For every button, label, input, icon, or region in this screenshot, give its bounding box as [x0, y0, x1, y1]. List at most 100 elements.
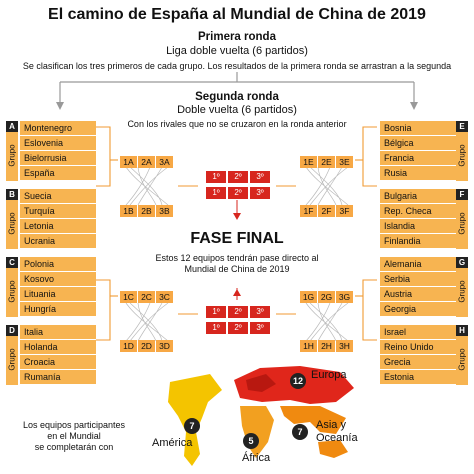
america-label: América: [152, 437, 193, 449]
position-3g: 3G: [336, 291, 353, 303]
page-title: El camino de España al Mundial de China …: [48, 6, 426, 23]
map-intro-2: en el Mundial: [47, 431, 101, 441]
group-word: Grupo: [457, 348, 467, 371]
group-letter-a: A: [6, 121, 18, 132]
map-intro-1: Los equipos participantes: [22, 420, 126, 430]
oceania-region: [318, 440, 348, 458]
africa-count-badge: 5: [243, 433, 259, 449]
asia-region: [280, 406, 346, 434]
team-d-4: Rumanía: [20, 370, 96, 384]
team-g-4: Georgia: [380, 302, 456, 316]
group-label-e: [456, 121, 468, 181]
position-2e: 2E: [318, 156, 335, 168]
position-1f: 1F: [300, 205, 317, 217]
team-c-2: Kosovo: [20, 272, 96, 286]
team-f-1: Bulgaria: [380, 189, 456, 203]
place-box-2-1: 1º: [206, 187, 226, 199]
group-label-b: [6, 189, 18, 249]
group-letter-c: C: [6, 257, 18, 268]
position-3e: 3E: [336, 156, 353, 168]
team-h-3: Grecia: [380, 355, 456, 369]
position-3h: 3H: [336, 340, 353, 352]
final-phase-note-2: Mundial de China de 2019: [184, 264, 290, 274]
place-box-1-2: 2º: [228, 171, 248, 183]
america-count-badge: 7: [184, 418, 200, 434]
group-letter-b: B: [6, 189, 18, 200]
position-1a: 1A: [120, 156, 137, 168]
group-word: Grupo: [7, 212, 17, 235]
europa-inner: [246, 374, 276, 392]
group-word: Grupo: [7, 144, 17, 167]
position-2h: 2H: [318, 340, 335, 352]
group-label-g: [456, 257, 468, 317]
place-box-1-1: 1º: [206, 171, 226, 183]
team-h-2: Reino Unido: [380, 340, 456, 354]
first-round-note: Se clasifican los tres primeros de cada …: [22, 61, 452, 71]
first-round-format: Liga doble vuelta (6 partidos): [166, 45, 308, 57]
place-box-4-2: 2º: [228, 322, 248, 334]
place-box-2-3: 3º: [250, 187, 270, 199]
team-d-3: Croacia: [20, 355, 96, 369]
position-2a: 2A: [138, 156, 155, 168]
team-a-1: Montenegro: [20, 121, 96, 135]
team-c-3: Lituania: [20, 287, 96, 301]
team-b-1: Suecia: [20, 189, 96, 203]
team-f-4: Finlandia: [380, 234, 456, 248]
group-label-c: [6, 257, 18, 317]
group-word: Grupo: [457, 144, 467, 167]
final-phase-note-1: Estos 12 equipos tendrán pase directo al: [155, 253, 319, 263]
group-word: Grupo: [7, 280, 17, 303]
position-1c: 1C: [120, 291, 137, 303]
place-box-4-1: 1º: [206, 322, 226, 334]
team-d-2: Holanda: [20, 340, 96, 354]
position-3c: 3C: [156, 291, 173, 303]
team-c-4: Hungría: [20, 302, 96, 316]
team-e-3: Francia: [380, 151, 456, 165]
group-word: Grupo: [457, 212, 467, 235]
team-e-4: Rusia: [380, 166, 456, 180]
group-word: Grupo: [457, 280, 467, 303]
africa-region: [240, 406, 274, 458]
group-letter-g: G: [456, 257, 468, 268]
team-a-4: España: [20, 166, 96, 180]
group-letter-d: D: [6, 325, 18, 336]
group-letter-h: H: [456, 325, 468, 336]
final-phase-heading: FASE FINAL: [190, 230, 284, 247]
place-box-3-1: 1º: [206, 306, 226, 318]
group-label-h: [456, 325, 468, 385]
africa-label: África: [242, 452, 271, 464]
team-h-4: Estonia: [380, 370, 456, 384]
position-1b: 1B: [120, 205, 137, 217]
group-letter-f: F: [456, 189, 468, 200]
group-label-d: [6, 325, 18, 385]
group-label-a: [6, 121, 18, 181]
position-3a: 3A: [156, 156, 173, 168]
position-3f: 3F: [336, 205, 353, 217]
team-e-2: Bélgica: [380, 136, 456, 150]
team-h-1: Israel: [380, 325, 456, 339]
team-a-3: Bielorrusia: [20, 151, 96, 165]
position-1d: 1D: [120, 340, 137, 352]
asia-count-badge: 7: [292, 424, 308, 440]
first-round-heading: Primera ronda: [198, 31, 276, 43]
team-g-1: Alemania: [380, 257, 456, 271]
second-round-note: Con los rivales que no se cruzaron en la…: [127, 119, 347, 129]
position-1h: 1H: [300, 340, 317, 352]
group-label-f: [456, 189, 468, 249]
position-2c: 2C: [138, 291, 155, 303]
place-box-4-3: 3º: [250, 322, 270, 334]
team-a-2: Eslovenia: [20, 136, 96, 150]
group-word: Grupo: [7, 348, 17, 371]
place-box-2-2: 2º: [228, 187, 248, 199]
second-round-heading: Segunda ronda: [195, 91, 279, 103]
map-intro-3: se completarán con: [34, 442, 114, 452]
place-box-3-2: 2º: [228, 306, 248, 318]
position-1e: 1E: [300, 156, 317, 168]
second-round-format: Doble vuelta (6 partidos): [177, 104, 297, 116]
team-f-3: Islandia: [380, 219, 456, 233]
team-d-1: Italia: [20, 325, 96, 339]
place-box-1-3: 3º: [250, 171, 270, 183]
place-box-3-3: 3º: [250, 306, 270, 318]
europa-count-badge: 12: [290, 373, 306, 389]
